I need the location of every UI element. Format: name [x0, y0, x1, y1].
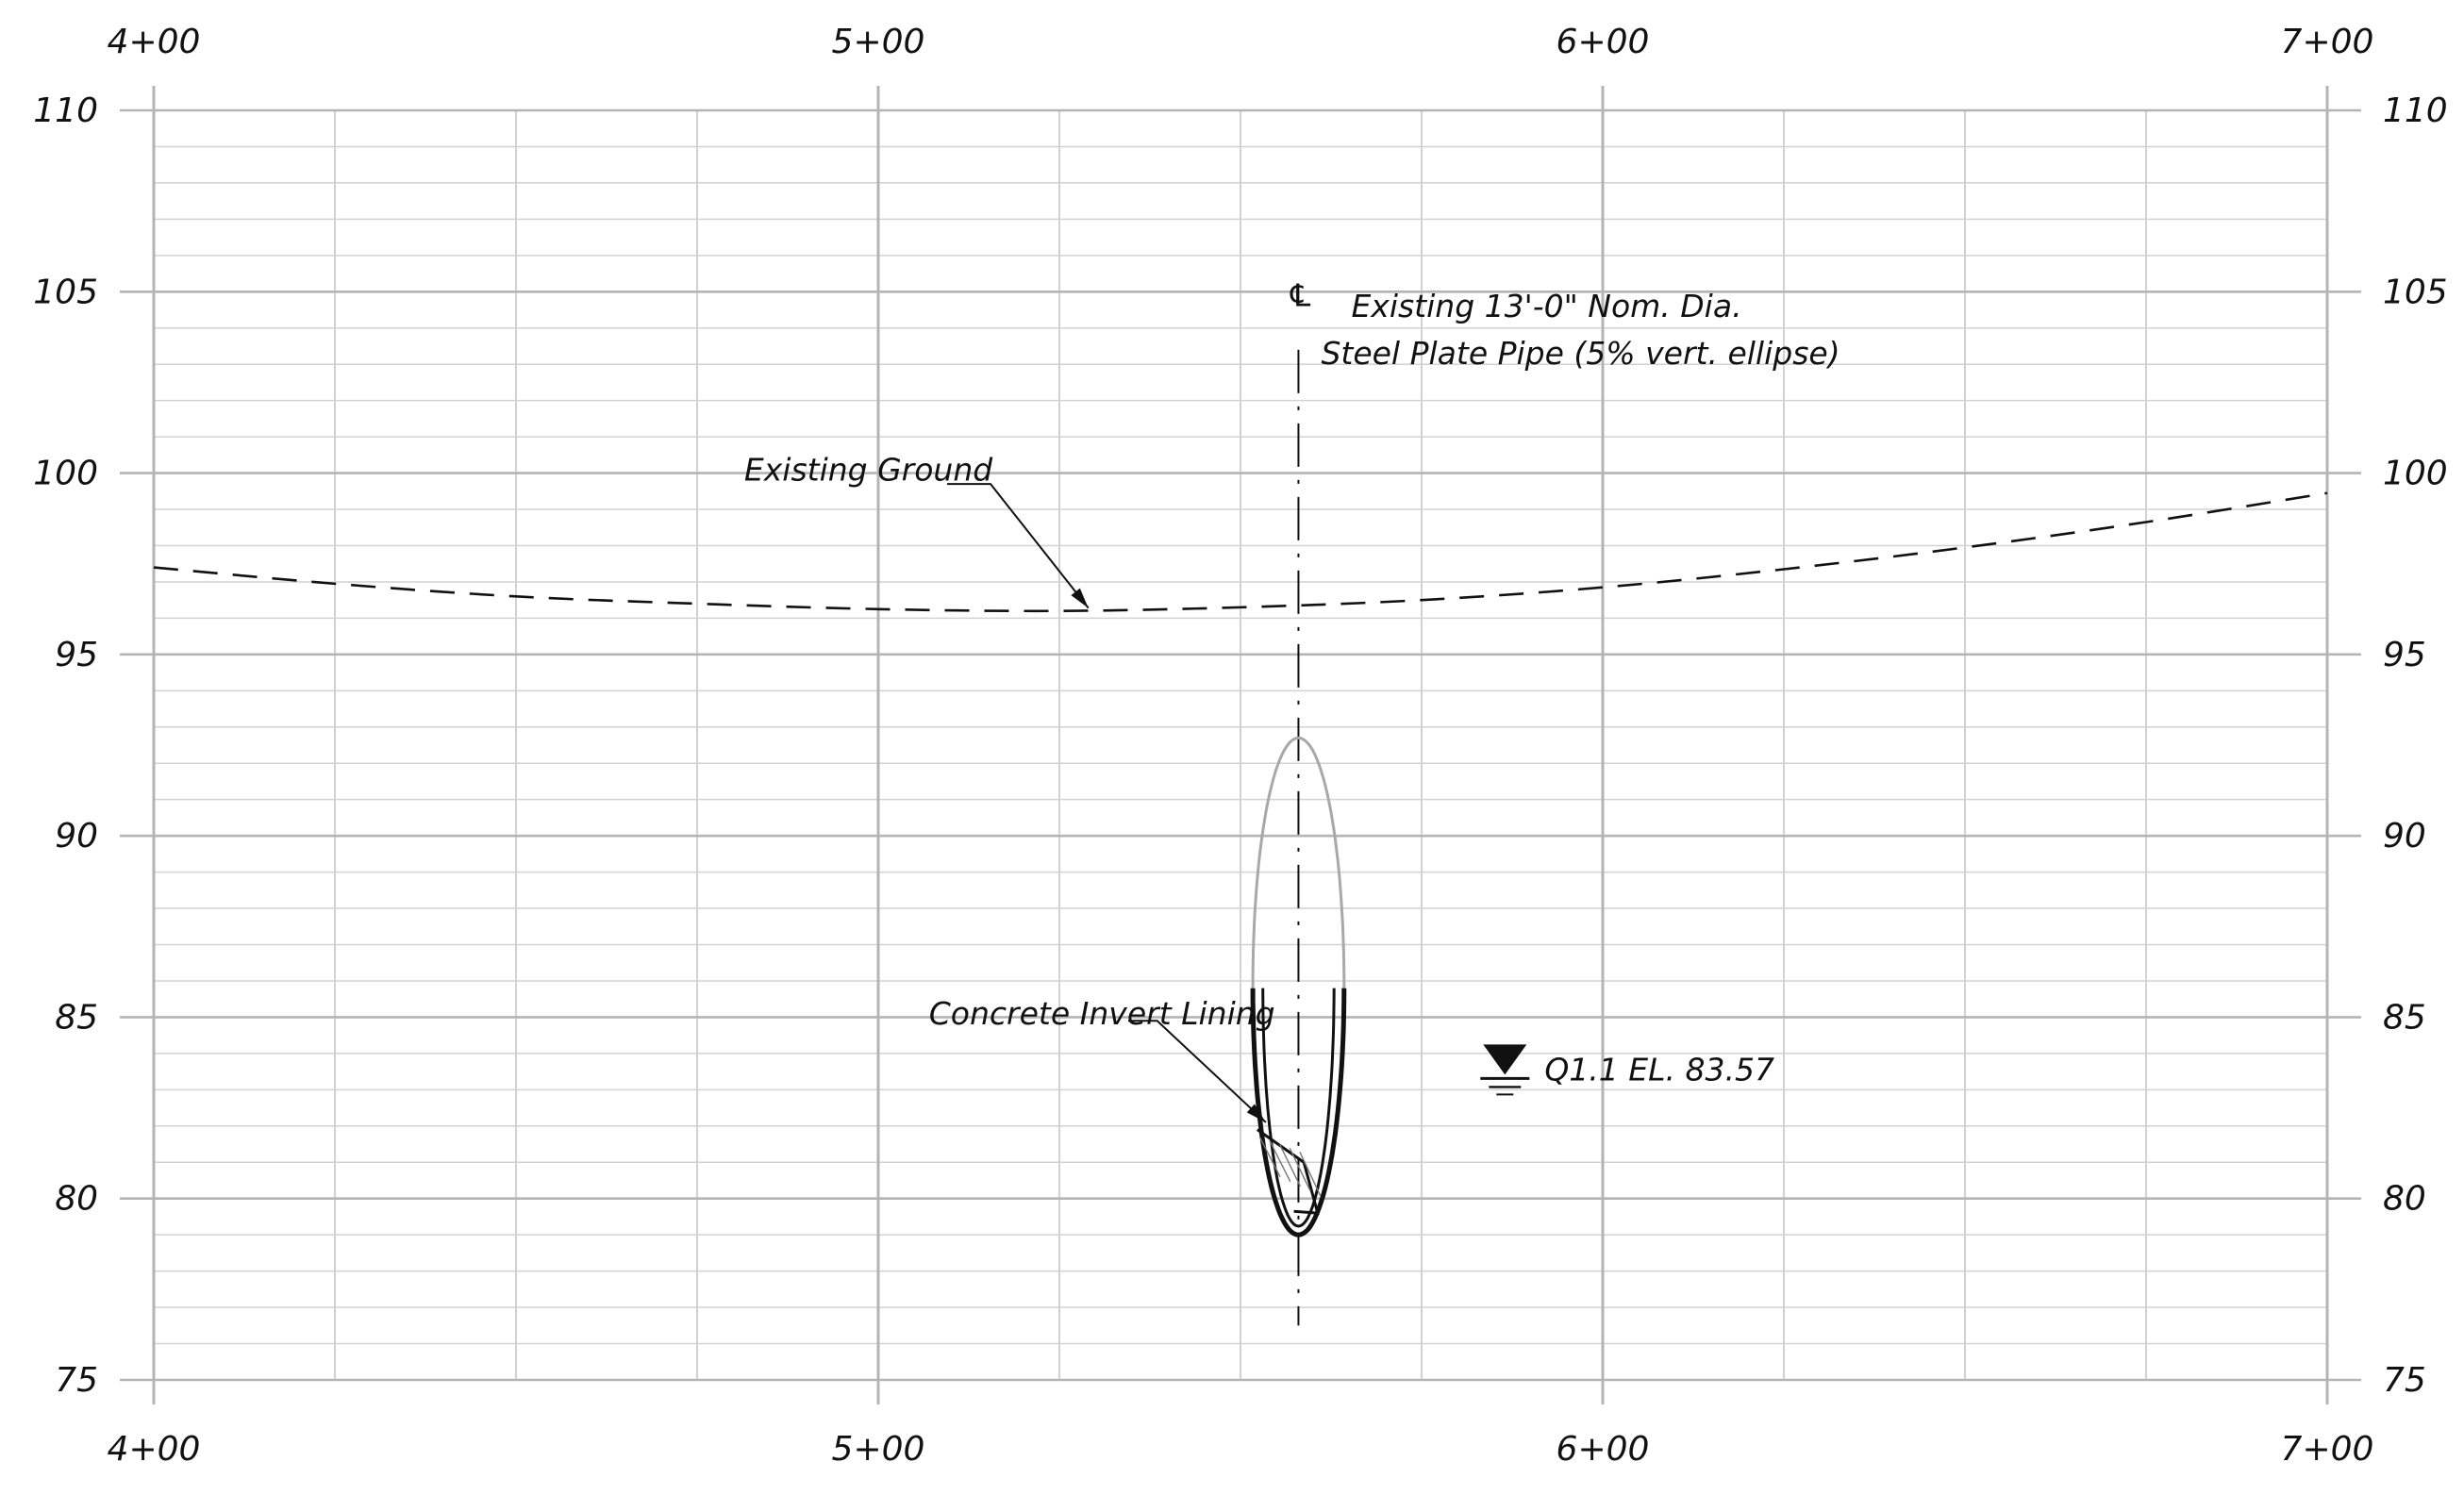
station-label-bottom: 6+00 — [1557, 1430, 1650, 1469]
lining-inner-surface — [1261, 988, 1336, 1228]
station-labels-top: 4+00 5+00 6+00 7+00 — [108, 23, 2374, 61]
hatch-line — [1299, 1152, 1322, 1196]
elevation-label-left: 90 — [55, 817, 98, 855]
elevation-label-left: 80 — [55, 1180, 98, 1219]
concrete-invert-lining-label: Concrete Invert Lining — [929, 995, 1275, 1032]
elevation-label-right: 80 — [2383, 1180, 2426, 1219]
elevation-label-left: 75 — [55, 1361, 98, 1400]
elevation-label-right: 95 — [2383, 636, 2426, 674]
station-label-top: 5+00 — [832, 23, 925, 61]
water-triangle — [1483, 1044, 1527, 1075]
station-labels-bottom: 4+00 5+00 6+00 7+00 — [108, 1430, 2374, 1469]
pipe-label-line1: Existing 13'-0" Nom. Dia. — [1351, 288, 1741, 324]
pipe-label-line2: Steel Plate Pipe (5% vert. ellipse) — [1321, 335, 1840, 372]
station-label-bottom: 7+00 — [2281, 1430, 2374, 1469]
elevation-labels-left: 110 105 100 95 90 85 80 75 — [33, 91, 98, 1400]
lining-leader — [1127, 1020, 1267, 1123]
elevation-label-right: 90 — [2383, 817, 2426, 855]
hatch-line — [1289, 1148, 1311, 1191]
station-label-top: 7+00 — [2281, 23, 2374, 61]
existing-ground-line — [153, 491, 2328, 613]
elevation-label-left: 85 — [55, 998, 98, 1037]
station-label-top: 6+00 — [1557, 23, 1650, 61]
elevation-label-left: 95 — [55, 636, 98, 674]
existing-ground-leader — [946, 483, 1090, 609]
elevation-label-left: 105 — [33, 273, 98, 311]
lining-hatch — [1258, 1137, 1322, 1196]
hatch-line — [1258, 1137, 1281, 1177]
existing-ground-label: Existing Ground — [744, 451, 993, 488]
elevation-labels-right: 110 105 100 95 90 85 80 75 — [2383, 91, 2448, 1400]
elevation-label-left: 110 — [33, 91, 98, 130]
minor-grid — [153, 109, 2328, 1381]
station-label-bottom: 4+00 — [108, 1430, 201, 1469]
major-grid — [152, 108, 2329, 1382]
water-surface-triangle-icon — [1480, 1044, 1530, 1096]
elevation-label-right: 105 — [2383, 273, 2448, 311]
water-surface-label: Q1.1 EL. 83.57 — [1544, 1051, 1774, 1088]
elevation-label-right: 75 — [2383, 1361, 2426, 1400]
axis-ticks — [120, 86, 2361, 1404]
station-label-bottom: 5+00 — [832, 1430, 925, 1469]
elevation-label-right: 110 — [2383, 91, 2448, 130]
station-label-top: 4+00 — [108, 23, 201, 61]
hatch-line — [1269, 1140, 1291, 1182]
elevation-label-right: 100 — [2383, 455, 2448, 493]
elevation-label-left: 100 — [33, 455, 98, 493]
centerline-symbol: ℄ — [1287, 277, 1315, 314]
pipe-upper-outline — [1251, 736, 1346, 988]
elevation-label-right: 85 — [2383, 998, 2426, 1037]
hatch-line — [1278, 1144, 1302, 1187]
